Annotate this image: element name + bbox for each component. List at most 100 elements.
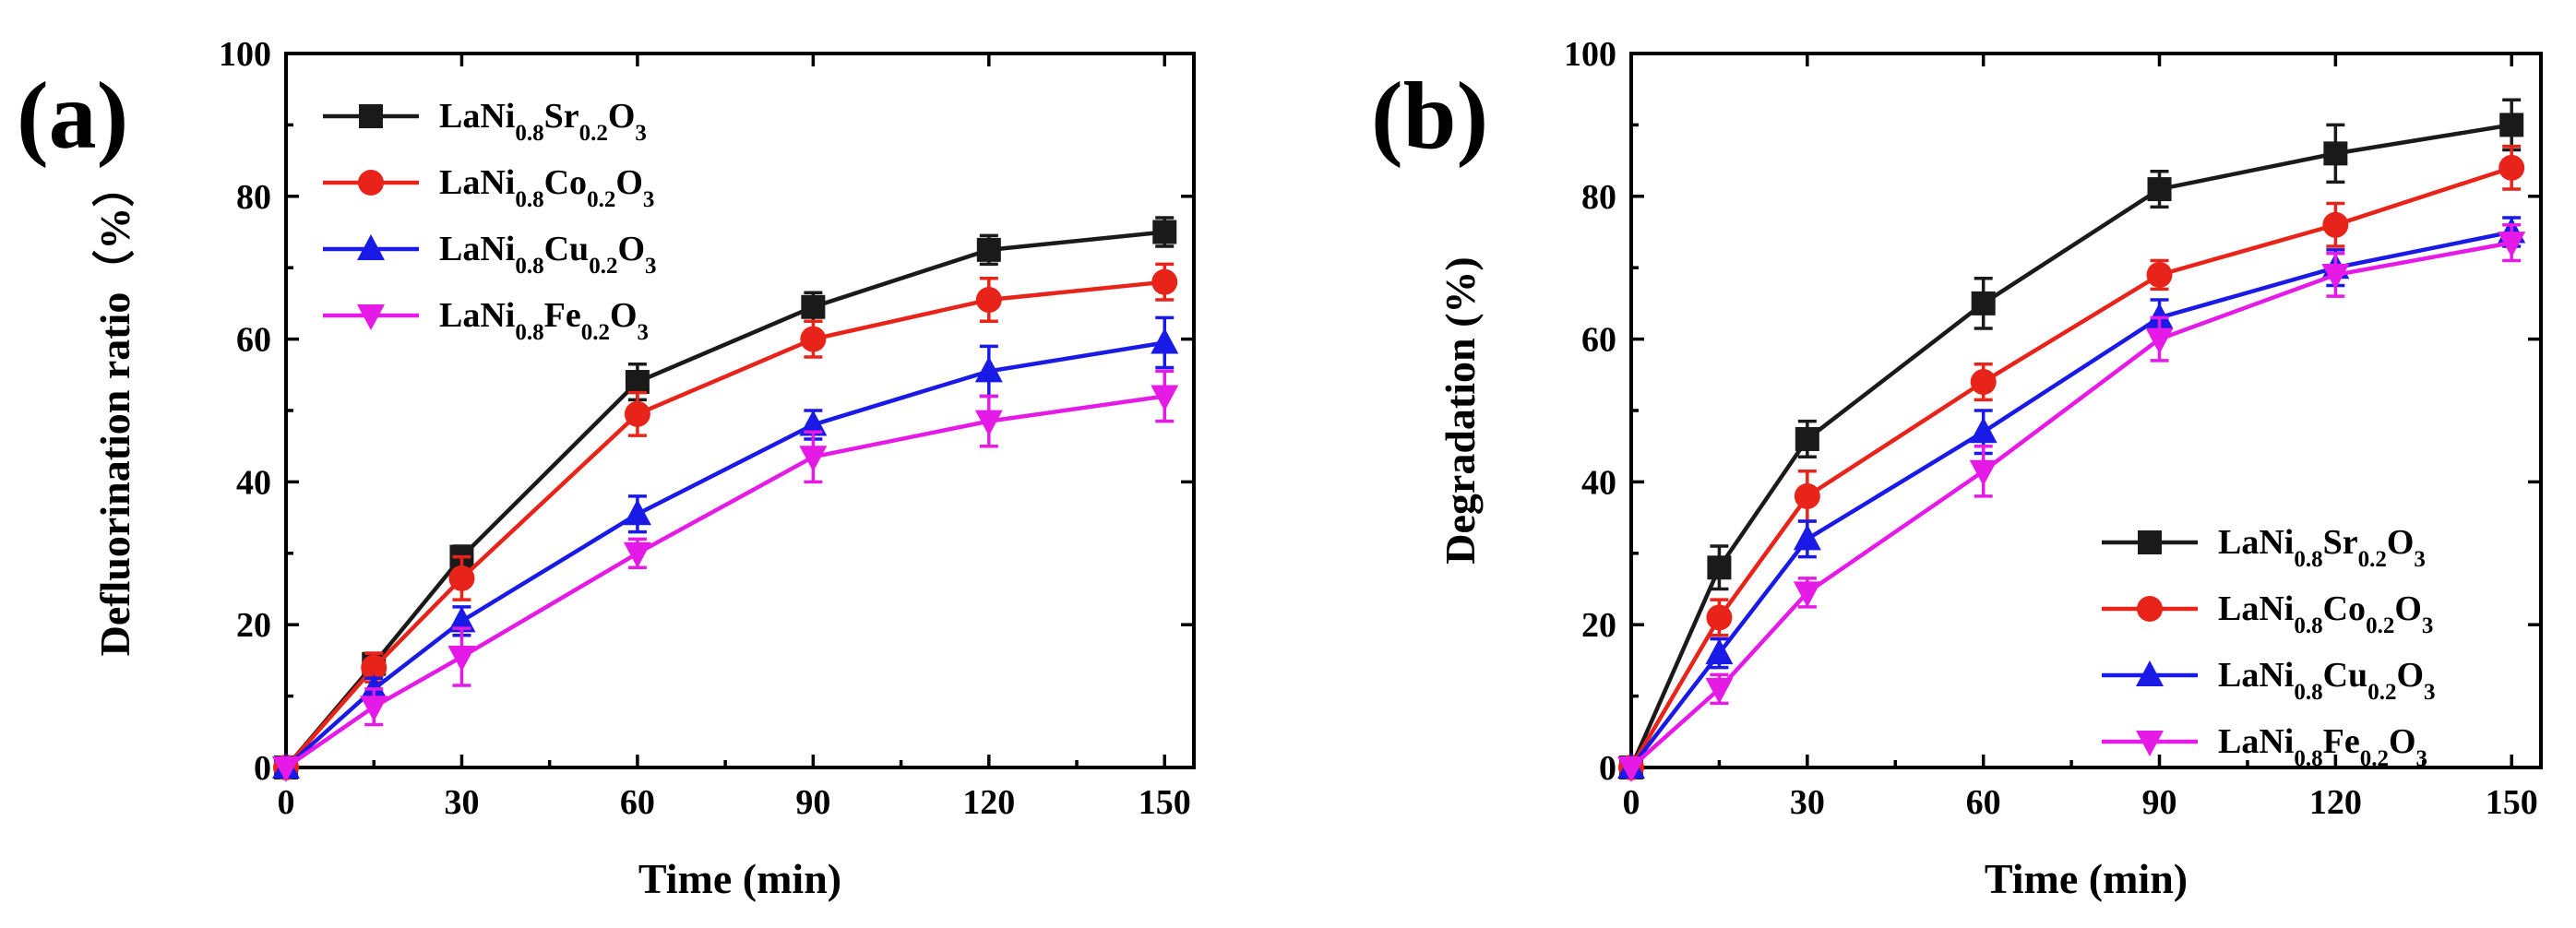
x-tick-label-b: 60 xyxy=(1966,783,2001,822)
y-tick-label-b: 20 xyxy=(1581,606,1616,645)
series-line-lani0-8fe0-2o3 xyxy=(284,394,1165,769)
legend-lani0-8fe0-2o3-label-part: LaNi xyxy=(439,296,515,335)
legend-marker-lani0-8fe0-2o3 xyxy=(2136,731,2164,756)
legend-lani0-8sr0-2o3-label-part: Sr xyxy=(544,97,579,136)
data-point-lani0-8co0-2o3 xyxy=(1151,268,1178,295)
y-tick-label-a: 40 xyxy=(236,463,271,502)
x-tick-label-b: 120 xyxy=(2309,783,2362,822)
data-point-lani0-8co0-2o3 xyxy=(1794,482,1820,509)
legend-entry-lani0-8sr0-2o3: LaNi0.8Sr0.2O3 xyxy=(439,97,647,146)
data-point-lani0-8co0-2o3 xyxy=(448,565,475,591)
legend-lani0-8sr0-2o3-label-part: Sr xyxy=(2323,523,2358,562)
data-point-lani0-8sr0-2o3 xyxy=(1795,426,1819,451)
data-point-lani0-8cu0-2o3 xyxy=(623,499,651,526)
legend-lani0-8co0-2o3-label-part: 3 xyxy=(2422,613,2434,638)
legend-b: LaNi0.8Sr0.2O3LaNi0.8Co0.2O3LaNi0.8Cu0.2… xyxy=(2102,523,2436,771)
y-tick-label-b: 0 xyxy=(1599,749,1616,788)
x-tick-label-b: 90 xyxy=(2142,783,2177,822)
data-point-lani0-8co0-2o3 xyxy=(361,654,388,681)
legend-marker-lani0-8cu0-2o3 xyxy=(2136,660,2164,686)
legend-lani0-8co0-2o3-label-part: Co xyxy=(544,163,587,202)
x-axis-label-a: Time (min) xyxy=(638,855,841,902)
data-point-lani0-8fe0-2o3 xyxy=(623,541,651,568)
x-tick-label-a: 120 xyxy=(962,783,1015,822)
legend-lani0-8cu0-2o3-label-part: O xyxy=(617,230,645,268)
legend-entry-lani0-8fe0-2o3: LaNi0.8Fe0.2O3 xyxy=(439,296,649,345)
data-point-lani0-8co0-2o3 xyxy=(1706,604,1733,631)
data-point-lani0-8co0-2o3 xyxy=(2498,154,2525,181)
legend-lani0-8sr0-2o3-label-part: O xyxy=(2387,523,2415,562)
legend-lani0-8cu0-2o3-label-part: 3 xyxy=(645,254,657,279)
legend-lani0-8fe0-2o3-label-part: 0.2 xyxy=(2360,746,2389,771)
legend-entry-lani0-8cu0-2o3: LaNi0.8Cu0.2O3 xyxy=(439,230,657,279)
legend-lani0-8co0-2o3-label-part: 0.2 xyxy=(2366,613,2394,638)
legend-lani0-8fe0-2o3-label-part: Fe xyxy=(544,296,581,335)
x-tick-label-a: 0 xyxy=(278,783,295,822)
panel-label-b: (b) xyxy=(1371,63,1488,169)
data-point-lani0-8co0-2o3 xyxy=(1970,369,1997,396)
legend-lani0-8cu0-2o3-label-part: 0.2 xyxy=(589,254,617,279)
y-tick-label-b: 80 xyxy=(1581,178,1616,217)
legend-lani0-8co0-2o3-label-part: 0.8 xyxy=(515,187,543,212)
x-tick-label-a: 60 xyxy=(620,783,655,822)
legend-entry-lani0-8co0-2o3: LaNi0.8Co0.2O3 xyxy=(2218,589,2433,638)
legend-lani0-8cu0-2o3-label-part: O xyxy=(2396,656,2424,695)
data-point-lani0-8sr0-2o3 xyxy=(1152,220,1177,244)
series-lani0-8co0-2o3-b xyxy=(1618,144,2525,780)
legend-lani0-8sr0-2o3-label-part: 0.8 xyxy=(2294,547,2322,572)
x-tick-label-a: 90 xyxy=(795,783,830,822)
legend-lani0-8cu0-2o3-label-part: 3 xyxy=(2424,680,2436,705)
data-point-lani0-8co0-2o3 xyxy=(975,287,1002,314)
legend-lani0-8fe0-2o3-label-part: LaNi xyxy=(2218,722,2294,761)
legend-marker-lani0-8sr0-2o3 xyxy=(2138,530,2162,554)
series-line-lani0-8co0-2o3 xyxy=(284,280,1165,769)
y-tick-label-b: 60 xyxy=(1581,321,1616,360)
data-point-lani0-8cu0-2o3 xyxy=(360,673,388,700)
x-tick-label-b: 30 xyxy=(1790,783,1825,822)
data-point-lani0-8fe0-2o3 xyxy=(1151,385,1179,411)
legend-lani0-8sr0-2o3-label-part: 3 xyxy=(635,121,647,146)
legend-entry-lani0-8fe0-2o3: LaNi0.8Fe0.2O3 xyxy=(2218,722,2427,771)
legend-lani0-8fe0-2o3-label-part: 0.8 xyxy=(2294,746,2322,771)
legend-lani0-8cu0-2o3-label-part: Cu xyxy=(2323,656,2368,695)
legend-entry-lani0-8sr0-2o3: LaNi0.8Sr0.2O3 xyxy=(2218,523,2426,572)
legend-lani0-8cu0-2o3-label-part: 0.8 xyxy=(2294,680,2322,705)
legend-lani0-8sr0-2o3-label-part: 0.2 xyxy=(2358,547,2387,572)
legend-lani0-8cu0-2o3-label-part: LaNi xyxy=(439,230,515,268)
series-line-lani0-8sr0-2o3 xyxy=(1628,123,2512,768)
data-point-lani0-8fe0-2o3 xyxy=(1617,756,1645,782)
legend-lani0-8fe0-2o3-label-part: 0.8 xyxy=(515,320,543,345)
data-point-lani0-8cu0-2o3 xyxy=(447,606,476,633)
legend-lani0-8fe0-2o3-label-part: 3 xyxy=(2416,746,2428,771)
y-axis-label-a: Defluorination ratio（%） xyxy=(91,165,138,657)
series-lani0-8cu0-2o3-a xyxy=(272,315,1179,779)
data-point-lani0-8fe0-2o3 xyxy=(974,410,1003,436)
legend-lani0-8fe0-2o3-label-part: O xyxy=(2389,722,2416,761)
data-point-lani0-8fe0-2o3 xyxy=(1969,459,1998,486)
data-point-lani0-8co0-2o3 xyxy=(2322,211,2349,238)
series-lani0-8fe0-2o3-a xyxy=(272,369,1179,782)
legend-lani0-8cu0-2o3-label-part: 0.8 xyxy=(515,254,543,279)
data-point-lani0-8co0-2o3 xyxy=(2146,261,2173,288)
panel-a: (a) 0 30 60 90 120 150 0 20 40 60 80 100 Time (min) De… xyxy=(17,35,1196,902)
legend-lani0-8co0-2o3-label-part: O xyxy=(615,163,643,202)
data-point-lani0-8cu0-2o3 xyxy=(2145,303,2174,329)
data-point-lani0-8fe0-2o3 xyxy=(2498,232,2526,258)
series-lani0-8sr0-2o3-b xyxy=(1619,98,2524,779)
panel-b: (b) 0 30 60 90 120 150 0 20 40 60 80 100 Time (min) De… xyxy=(1371,35,2543,902)
series-line-lani0-8sr0-2o3 xyxy=(284,230,1165,769)
data-point-lani0-8sr0-2o3 xyxy=(1707,555,1732,580)
data-point-lani0-8fe0-2o3 xyxy=(447,646,476,672)
data-point-lani0-8co0-2o3 xyxy=(624,400,650,427)
legend-lani0-8co0-2o3-label-part: 0.8 xyxy=(2294,613,2322,638)
data-point-lani0-8cu0-2o3 xyxy=(974,356,1003,383)
legend-lani0-8sr0-2o3-label-part: 3 xyxy=(2414,547,2426,572)
legend-lani0-8fe0-2o3-label-part: O xyxy=(610,296,638,335)
series-lani0-8co0-2o3-a xyxy=(273,262,1178,780)
data-point-lani0-8sr0-2o3 xyxy=(2323,141,2348,166)
legend-lani0-8co0-2o3-label-part: LaNi xyxy=(2218,589,2294,628)
data-point-lani0-8cu0-2o3 xyxy=(1705,638,1734,665)
x-axis-label-b: Time (min) xyxy=(1985,855,2188,902)
legend-lani0-8co0-2o3-label-part: 3 xyxy=(643,187,655,212)
